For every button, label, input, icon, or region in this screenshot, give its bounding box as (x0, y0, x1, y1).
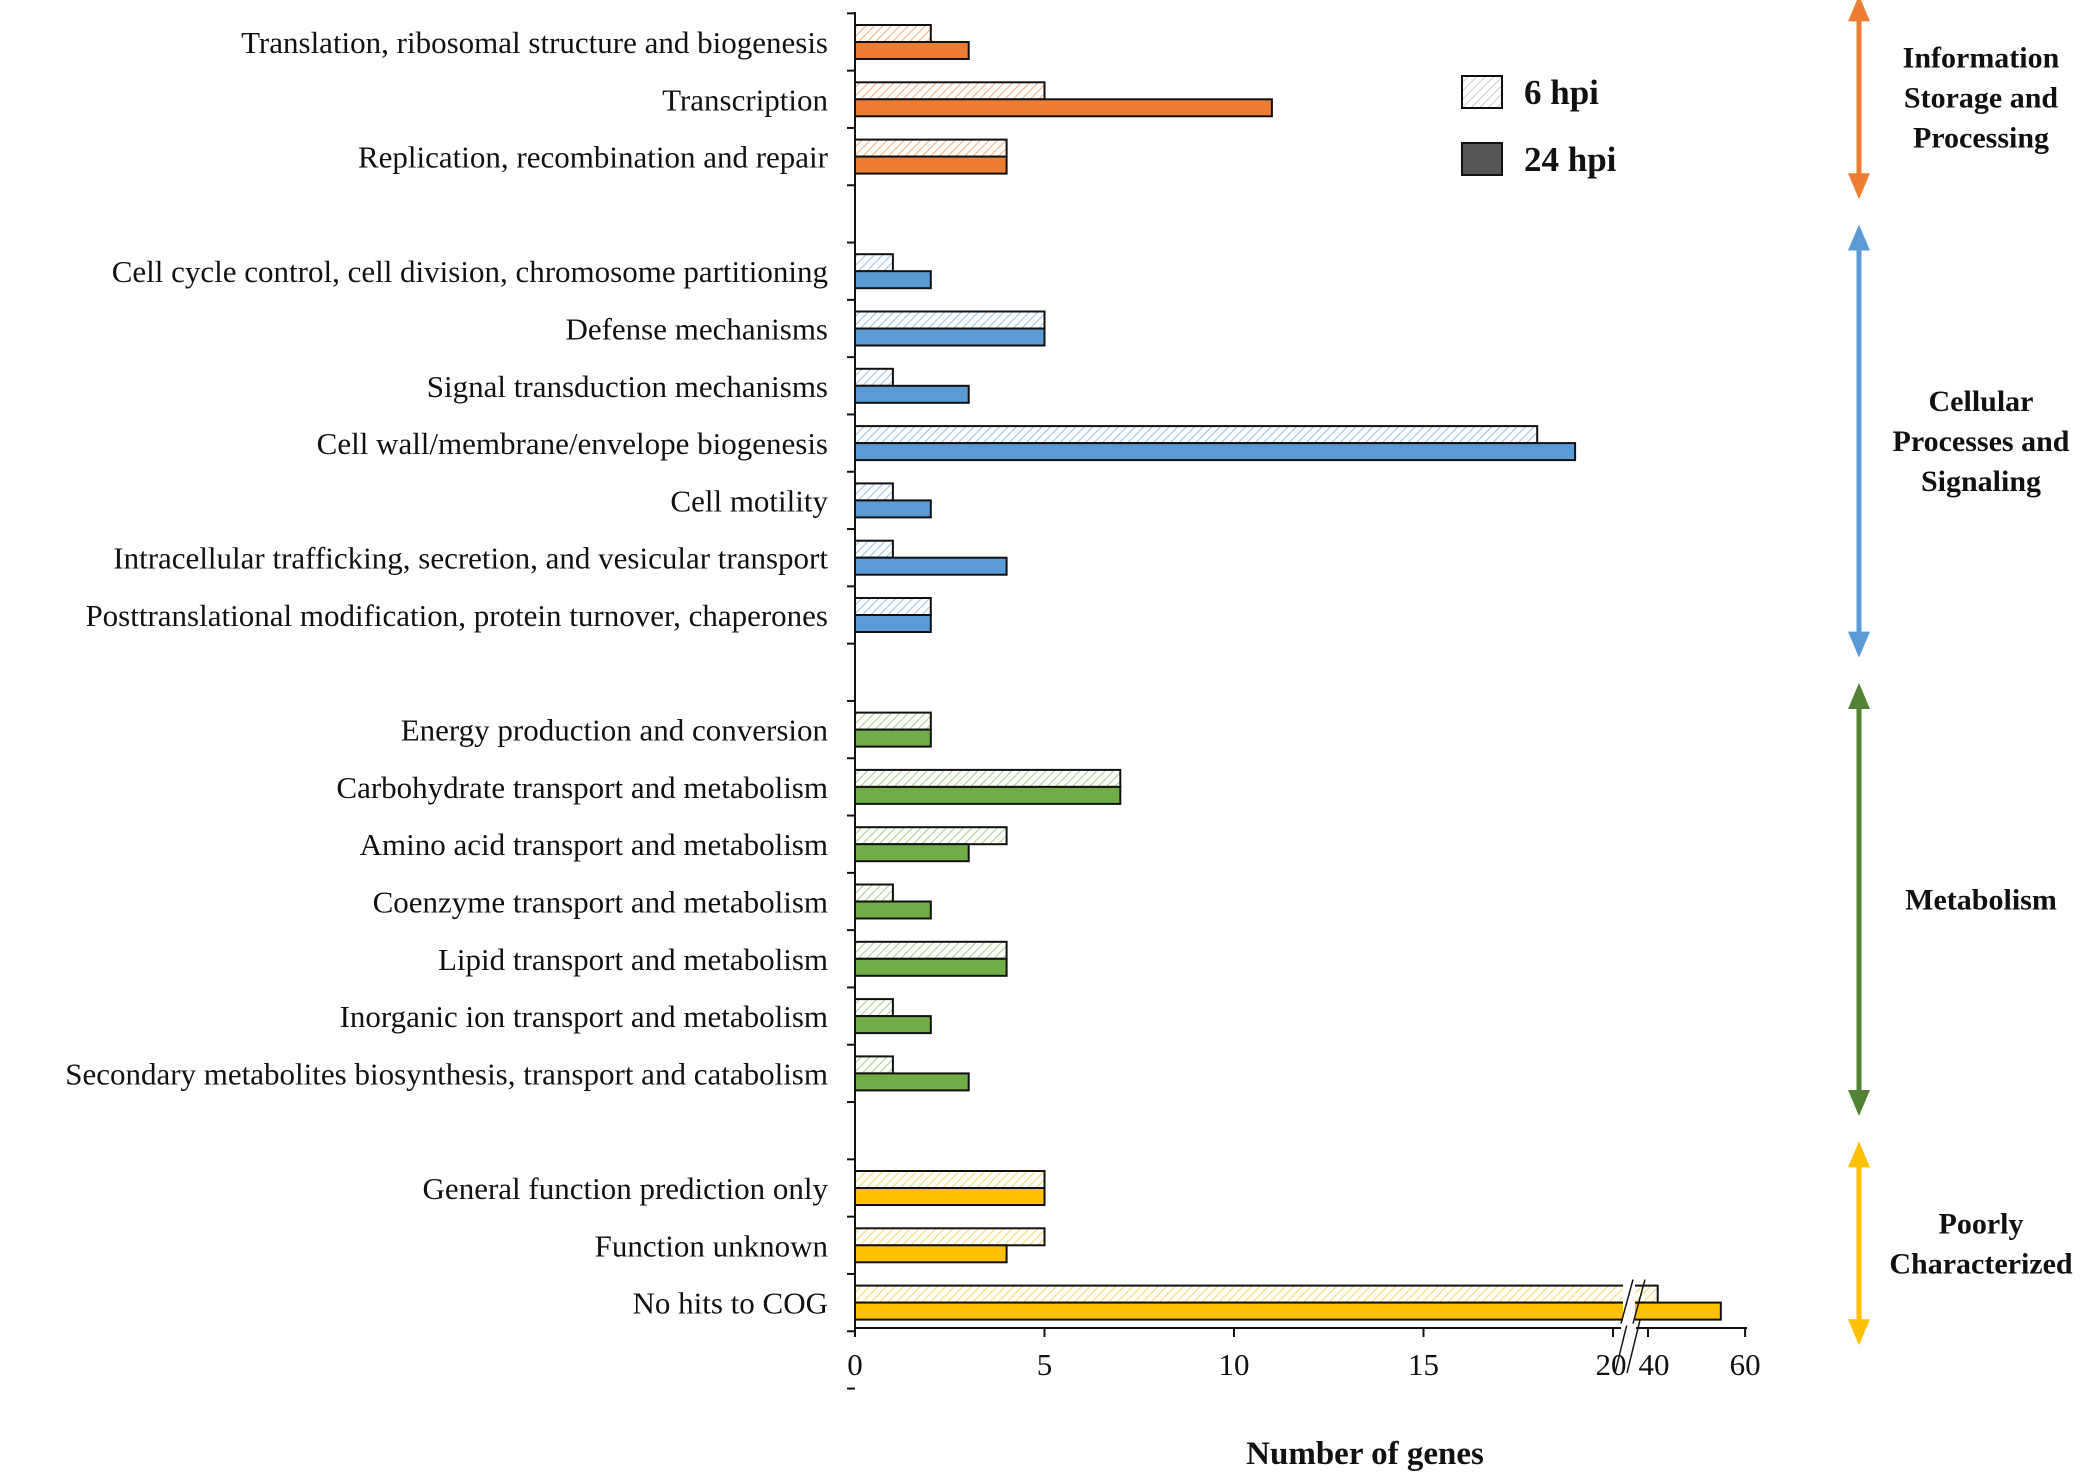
bar-24hpi (854, 41, 970, 60)
category-label: Signal transduction mechanisms (427, 369, 828, 404)
group-arrowhead (1848, 631, 1870, 658)
category-label: No hits to COG (633, 1286, 829, 1321)
category-label: Cell wall/membrane/envelope biogenesis (317, 426, 828, 461)
group-label: Signaling (1921, 465, 2041, 498)
bar-24hpi (854, 384, 970, 404)
bar-6hpi (854, 138, 1008, 158)
bar-6hpi (854, 1170, 1046, 1189)
group-arrowhead (1848, 0, 1870, 22)
bar-24hpi (854, 957, 1008, 977)
bar-6hpi (854, 940, 1008, 960)
x-tick-label: 60 (1730, 1347, 1761, 1382)
group-label: Metabolism (1905, 884, 2057, 917)
group-arrowhead (1848, 1141, 1870, 1168)
x-tick-label: 10 (1219, 1347, 1250, 1382)
x-tick-label: 15 (1408, 1347, 1439, 1382)
group-label: Characterized (1889, 1247, 2073, 1280)
group-label: Processes and (1893, 425, 2070, 458)
bar-6hpi (854, 482, 894, 502)
bar-6hpi (854, 711, 932, 731)
bar-6hpi (854, 1227, 1046, 1247)
x-tick-label: 40 (1639, 1347, 1670, 1382)
group-label: Poorly (1939, 1207, 2024, 1240)
bar-6hpi (854, 425, 1539, 445)
category-label: Cell motility (670, 483, 828, 518)
group-arrowhead (1848, 224, 1870, 251)
bar-24hpi (854, 1244, 1008, 1264)
bar-24hpi (854, 442, 1577, 462)
legend: 6 hpi 24 hpi (1461, 73, 1617, 179)
legend-label-6hpi: 6 hpi (1524, 73, 1599, 112)
group-arrowhead (1848, 682, 1870, 709)
bar-24hpi (854, 499, 932, 519)
x-tick-label: 5 (1037, 1347, 1053, 1382)
bar-24hpi (854, 1301, 1722, 1321)
category-label: Coenzyme transport and metabolism (373, 885, 828, 920)
category-label: Posttranslational modification, protein … (85, 598, 828, 633)
bar-24hpi (854, 155, 1008, 175)
group-label: Cellular (1929, 385, 2034, 418)
break-mark (1632, 1279, 1646, 1324)
bar-6hpi (854, 81, 1046, 101)
axis-break-mark (1626, 1315, 1642, 1374)
axes (847, 12, 1748, 1390)
category-label: Inorganic ion transport and metabolism (340, 999, 828, 1034)
category-label: Energy production and conversion (401, 713, 829, 748)
bar-6hpi (854, 998, 894, 1018)
x-ticks: 0 5 10 15 20 40 60 (847, 1328, 1761, 1382)
group-label: Processing (1913, 121, 2049, 154)
category-label: Defense mechanisms (565, 312, 828, 347)
bar-24hpi (854, 327, 1046, 347)
bar-24hpi (854, 843, 970, 863)
x-axis-title: Number of genes (1246, 1436, 1484, 1472)
category-label: Secondary metabolites biosynthesis, tran… (65, 1056, 828, 1091)
legend-swatch-6hpi (1461, 75, 1503, 109)
bar-6hpi (854, 597, 932, 616)
category-label: Transcription (662, 82, 828, 117)
bar-6hpi (854, 826, 1008, 846)
break-mark (1620, 1279, 1634, 1324)
group-annotations: Information Storage and Processing Cellular… (1848, 0, 2073, 1346)
bar-6hpi (854, 1055, 894, 1075)
group-label: Storage and (1904, 81, 2058, 114)
legend-swatch-24hpi (1461, 142, 1503, 176)
group-label: Information (1903, 41, 2060, 74)
category-label: General function prediction only (423, 1171, 829, 1206)
group-arrowhead (1848, 173, 1870, 200)
bar-24hpi (854, 1072, 970, 1092)
bar-6hpi (854, 768, 1122, 788)
category-label: Function unknown (595, 1228, 829, 1263)
bar-6hpi (854, 24, 932, 43)
bar-24hpi (854, 614, 932, 633)
bar-24hpi (854, 785, 1122, 805)
category-label: Translation, ribosomal structure and bio… (241, 25, 828, 60)
x-tick-label: 0 (847, 1347, 863, 1382)
category-label: Lipid transport and metabolism (438, 942, 828, 977)
category-label: Intracellular trafficking, secretion, an… (113, 541, 828, 576)
bar-6hpi (854, 539, 894, 559)
bar-24hpi (854, 1015, 932, 1035)
group-arrowhead (1848, 1090, 1870, 1117)
x-tick-label: 20 (1596, 1347, 1627, 1382)
bar-6hpi (854, 367, 894, 387)
bar-24hpi (854, 728, 932, 748)
legend-label-24hpi: 24 hpi (1524, 140, 1617, 179)
bar-24hpi (854, 900, 932, 920)
group-arrowhead (1848, 1319, 1870, 1346)
bar-6hpi (854, 883, 894, 903)
bar-6hpi (854, 253, 894, 273)
bars (854, 24, 1722, 1326)
bar-24hpi (854, 556, 1008, 576)
category-label: Carbohydrate transport and metabolism (336, 770, 828, 805)
bar-6hpi (854, 1284, 1659, 1304)
bar-24hpi (854, 270, 932, 290)
bar-6hpi (854, 310, 1046, 330)
bar-24hpi (854, 98, 1273, 118)
category-label: Cell cycle control, cell division, chrom… (112, 254, 828, 289)
category-labels: Translation, ribosomal structure and bio… (65, 25, 828, 1321)
category-label: Amino acid transport and metabolism (360, 827, 828, 862)
bar-24hpi (854, 1187, 1046, 1206)
category-label: Replication, recombination and repair (358, 140, 829, 175)
